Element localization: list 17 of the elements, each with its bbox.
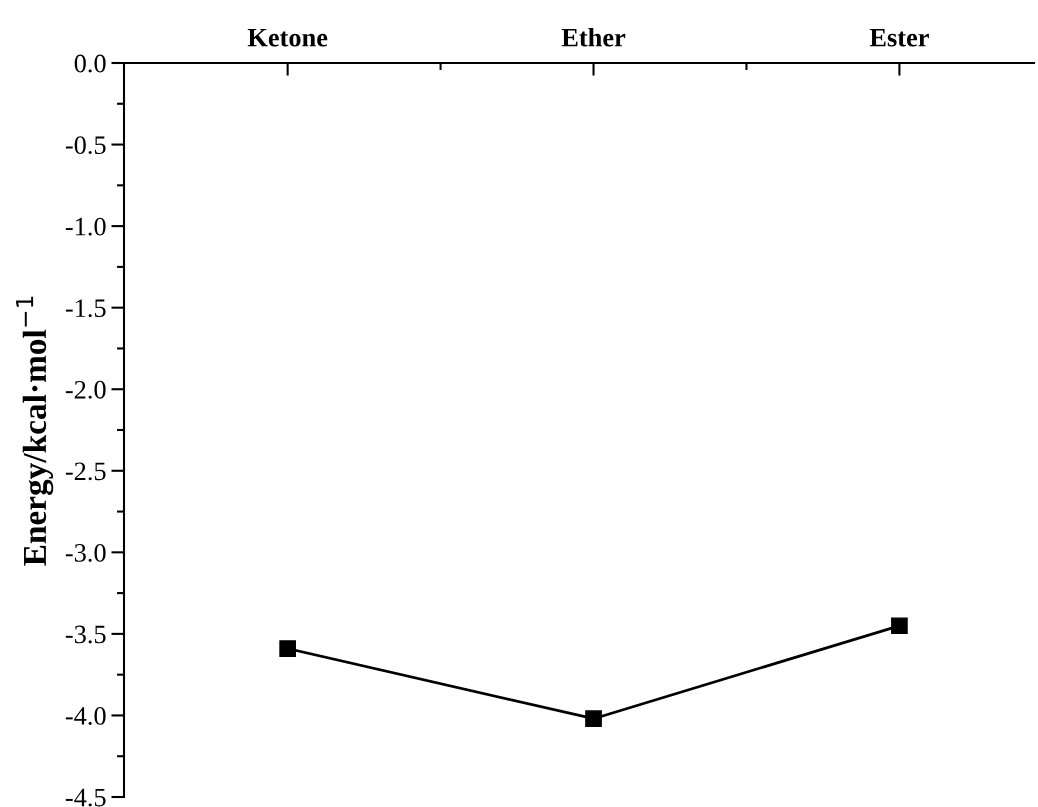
x-tick-label: Ketone: [247, 28, 328, 47]
y-axis-title: Energy/kcal·mol$^{−1}$: [16, 296, 54, 566]
y-tick-label: -1.0: [65, 217, 106, 236]
y-tick-label: -0.5: [65, 136, 106, 155]
x-tick-label: Ether: [561, 27, 626, 47]
y-tick-label: -2.5: [65, 462, 106, 481]
y-tick-label: -2.0: [65, 380, 106, 399]
y-tick-label: 0.0: [74, 54, 106, 73]
y-tick-label: -1.5: [65, 299, 106, 318]
point: [891, 617, 908, 635]
point: [585, 710, 602, 728]
x-tick-label: Ester: [869, 28, 929, 47]
y-tick-label: -4.0: [65, 707, 106, 725]
y-tick-label: -3.5: [65, 625, 106, 644]
y-tick-label: -4.5: [65, 788, 106, 807]
y-tick-label: -3.0: [65, 543, 106, 562]
point: [279, 640, 296, 657]
